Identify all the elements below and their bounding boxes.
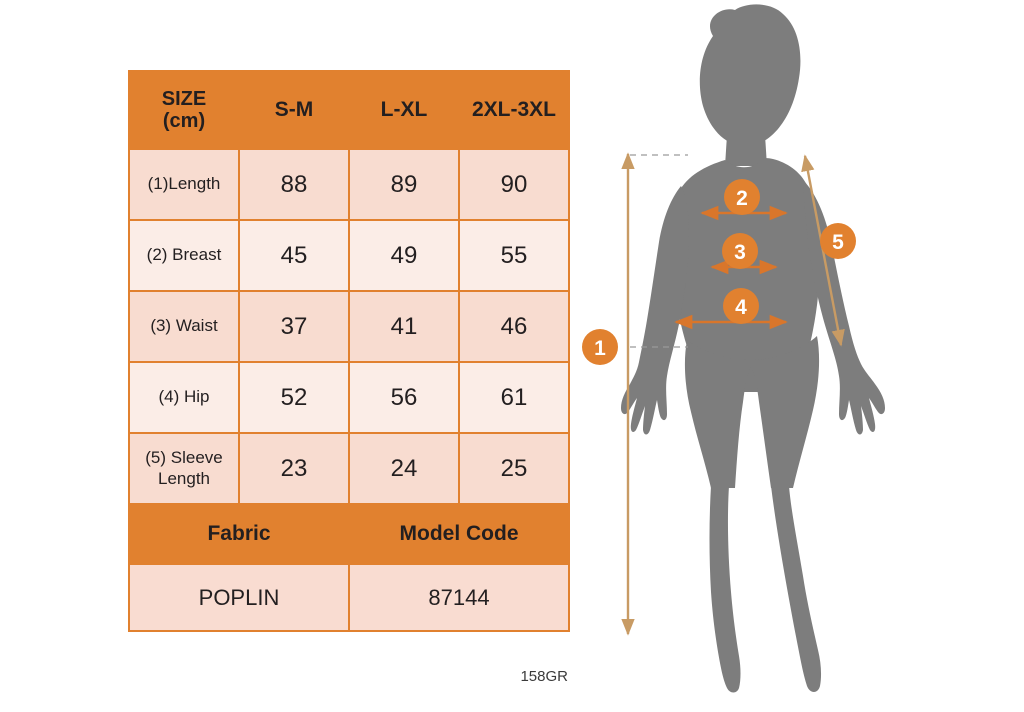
measure-sleeve-length-indicator: 5 xyxy=(801,154,856,347)
row-label-hip: (4) Hip xyxy=(128,361,240,434)
measure-breast-indicator: 2 xyxy=(700,179,788,221)
row-label-sleeve-line2: Length xyxy=(158,468,210,488)
cell-hip-lxl: 56 xyxy=(348,361,460,434)
marker-badge-5 xyxy=(820,223,856,259)
cell-hip-sm: 52 xyxy=(238,361,350,434)
header-size-cm: SIZE (cm) xyxy=(128,70,240,150)
size-chart-table: SIZE (cm) S-M L-XL 2XL-3XL (1)Length 88 … xyxy=(128,70,570,632)
female-silhouette-icon xyxy=(621,4,885,693)
marker-badge-2 xyxy=(724,179,760,215)
table-row: (3) Waist 37 41 46 xyxy=(128,290,570,363)
row-label-breast: (2) Breast xyxy=(128,219,240,292)
marker-badge-1-label: 1 xyxy=(594,337,606,360)
cell-fabric-value: POPLIN xyxy=(128,563,350,632)
cell-sleeve-sm: 23 xyxy=(238,432,350,505)
cell-breast-xxl: 55 xyxy=(458,219,570,292)
table-header-row: SIZE (cm) S-M L-XL 2XL-3XL xyxy=(128,70,570,150)
cell-length-lxl: 89 xyxy=(348,148,460,221)
row-label-sleeve-line1: (5) Sleeve xyxy=(145,448,223,468)
header-model-code: Model Code xyxy=(348,503,570,565)
header-size-line2: (cm) xyxy=(162,110,206,132)
table-row: (4) Hip 52 56 61 xyxy=(128,361,570,434)
marker-badge-5-label: 5 xyxy=(832,231,844,254)
cell-length-xxl: 90 xyxy=(458,148,570,221)
cell-sleeve-lxl: 24 xyxy=(348,432,460,505)
marker-badge-3-label: 3 xyxy=(734,241,746,264)
cell-waist-lxl: 41 xyxy=(348,290,460,363)
header-fabric: Fabric xyxy=(128,503,350,565)
header-size-line1: SIZE xyxy=(161,87,207,110)
cell-length-sm: 88 xyxy=(238,148,350,221)
row-label-sleeve-length: (5) Sleeve Length xyxy=(128,432,240,505)
table-row: (5) Sleeve Length 23 24 25 xyxy=(128,432,570,505)
weight-note: 158GR xyxy=(520,668,568,685)
header-l-xl: L-XL xyxy=(348,70,460,150)
footer-header-row: Fabric Model Code xyxy=(128,503,570,565)
cell-breast-lxl: 49 xyxy=(348,219,460,292)
marker-badge-4 xyxy=(723,288,759,324)
header-2xl-3xl: 2XL-3XL xyxy=(458,70,570,150)
row-label-waist: (3) Waist xyxy=(128,290,240,363)
header-s-m: S-M xyxy=(238,70,350,150)
marker-badge-1 xyxy=(582,329,618,365)
cell-model-code-value: 87144 xyxy=(348,563,570,632)
measurement-figure-panel: 1 2 3 4 5 xyxy=(575,0,1024,712)
cell-hip-xxl: 61 xyxy=(458,361,570,434)
marker-badge-3 xyxy=(722,233,758,269)
cell-breast-sm: 45 xyxy=(238,219,350,292)
table-row: (2) Breast 45 49 55 xyxy=(128,219,570,292)
marker-badge-2-label: 2 xyxy=(736,187,748,210)
cell-sleeve-xxl: 25 xyxy=(458,432,570,505)
footer-value-row: POPLIN 87144 xyxy=(128,563,570,632)
cell-waist-sm: 37 xyxy=(238,290,350,363)
row-label-length: (1)Length xyxy=(128,148,240,221)
cell-waist-xxl: 46 xyxy=(458,290,570,363)
measure-waist-indicator: 3 xyxy=(710,233,778,275)
marker-badge-4-label: 4 xyxy=(735,296,747,319)
measure-length-indicator: 1 xyxy=(582,152,688,636)
table-row: (1)Length 88 89 90 xyxy=(128,148,570,221)
measure-hip-indicator: 4 xyxy=(674,288,788,330)
